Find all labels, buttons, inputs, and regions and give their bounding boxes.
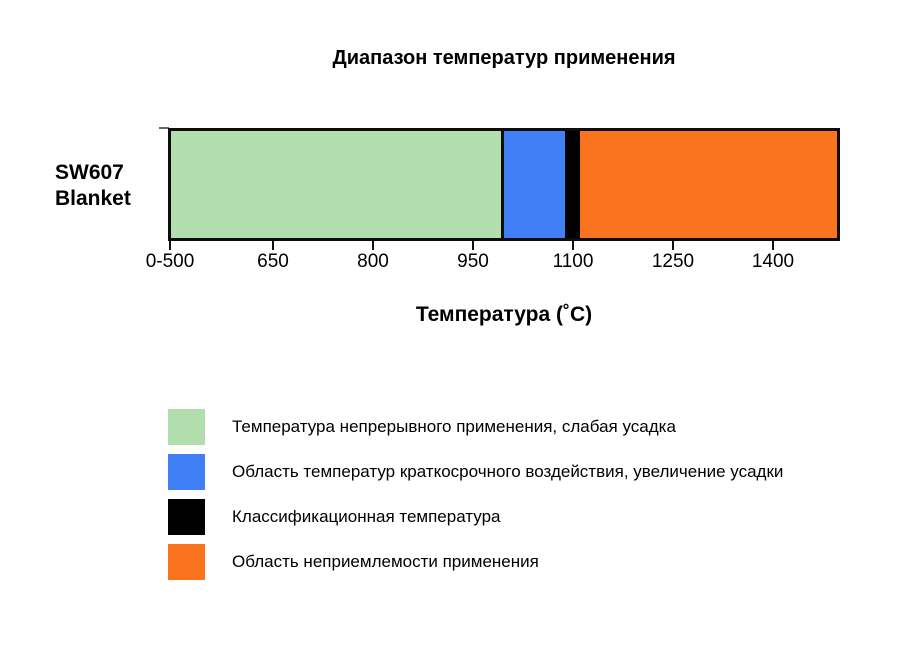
x-axis-tick-4 (572, 241, 574, 250)
legend-swatch-black (168, 499, 205, 535)
x-axis-tick-1 (272, 241, 274, 250)
legend-swatch-blue (168, 454, 205, 490)
x-axis-tick-2 (372, 241, 374, 250)
category-label-sw607-blanket: SW607 Blanket (55, 160, 160, 213)
legend-swatch-green (168, 409, 205, 445)
x-axis-title: Температура (˚C) (415, 303, 593, 326)
segment-continuous-use (171, 131, 501, 238)
legend-label: Температура непрерывного применения, сла… (232, 417, 676, 436)
x-axis-label-1250: 1250 (651, 251, 695, 272)
x-axis-label-950: 950 (457, 251, 489, 272)
legend-item-unacceptable-use: Область неприемлемости применения (168, 544, 783, 580)
category-label-line1: SW607 (55, 161, 124, 184)
segment-unacceptable-use (580, 131, 837, 238)
stacked-bar-sw607-blanket (168, 128, 840, 241)
x-axis-label-1400: 1400 (751, 251, 795, 272)
x-axis-label-800: 800 (357, 251, 389, 272)
x-axis-tick-6 (772, 241, 774, 250)
legend-label: Классификационная температура (232, 507, 501, 526)
legend: Температура непрерывного применения, сла… (168, 409, 783, 589)
segment-short-term-exposure (501, 131, 565, 238)
legend-label: Область неприемлемости применения (232, 552, 539, 571)
legend-label: Область температур краткосрочного воздей… (232, 462, 784, 481)
x-axis-label-650: 650 (257, 251, 289, 272)
legend-item-continuous-use: Температура непрерывного применения, сла… (168, 409, 783, 445)
chart-title: Диапазон температур применения (332, 47, 676, 69)
legend-swatch-orange (168, 544, 205, 580)
y-axis-top-tick (159, 127, 169, 129)
category-label-line2: Blanket (55, 187, 131, 211)
segment-classification-temperature (565, 131, 580, 238)
x-axis-tick-5 (672, 241, 674, 250)
legend-item-short-term-exposure: Область температур краткосрочного воздей… (168, 454, 783, 490)
x-axis-label-0-500: 0-500 (145, 251, 195, 272)
x-axis-label-1100: 1100 (552, 251, 594, 272)
legend-item-classification-temperature: Классификационная температура (168, 499, 783, 535)
x-axis-tick-0 (169, 241, 171, 250)
x-axis-tick-3 (472, 241, 474, 250)
